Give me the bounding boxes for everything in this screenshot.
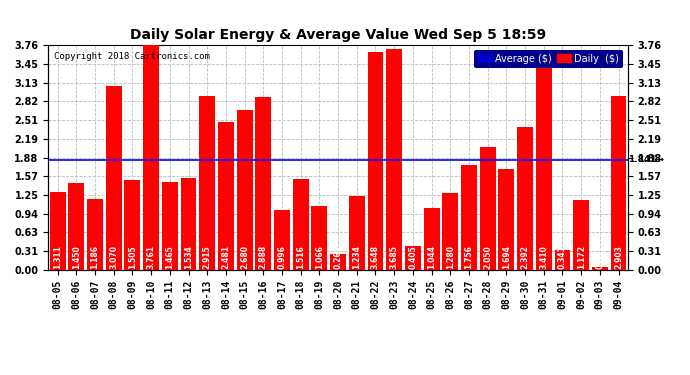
Bar (592, 267, 608, 270)
Bar (442, 194, 458, 270)
Text: 2.680: 2.680 (240, 245, 249, 269)
Text: 3.410: 3.410 (540, 245, 549, 269)
Text: 1.505: 1.505 (128, 245, 137, 269)
Bar (517, 127, 533, 270)
Text: 1.516: 1.516 (296, 245, 305, 269)
Text: 1.311: 1.311 (53, 245, 62, 269)
Bar (199, 96, 215, 270)
Legend: Average ($), Daily  ($): Average ($), Daily ($) (474, 50, 623, 68)
Text: 1.280: 1.280 (446, 245, 455, 269)
Bar (124, 180, 140, 270)
Bar (461, 165, 477, 270)
Bar (498, 169, 514, 270)
Text: 1.450: 1.450 (72, 245, 81, 269)
Text: 3.685: 3.685 (390, 245, 399, 269)
Text: 3.761: 3.761 (147, 245, 156, 269)
Bar (218, 122, 234, 270)
Bar (573, 200, 589, 270)
Text: 1.694: 1.694 (502, 245, 511, 269)
Text: 1.534: 1.534 (184, 245, 193, 269)
Text: 2.481: 2.481 (221, 245, 230, 269)
Bar (555, 250, 571, 270)
Text: 2.392: 2.392 (520, 245, 529, 269)
Bar (274, 210, 290, 270)
Text: 1.756: 1.756 (464, 245, 473, 269)
Bar (368, 52, 384, 270)
Bar (386, 50, 402, 270)
Bar (50, 192, 66, 270)
Bar (330, 254, 346, 270)
Text: 0.051: 0.051 (595, 245, 604, 269)
Text: 2.903: 2.903 (614, 245, 623, 269)
Text: 3.648: 3.648 (371, 245, 380, 269)
Text: 1.234: 1.234 (353, 245, 362, 269)
Text: 1.172: 1.172 (577, 245, 586, 269)
Text: 0.341: 0.341 (558, 245, 567, 269)
Text: 1.841→: 1.841→ (628, 155, 664, 164)
Bar (349, 196, 365, 270)
Text: 3.070: 3.070 (109, 245, 118, 269)
Bar (480, 147, 495, 270)
Bar (293, 179, 308, 270)
Text: 0.265: 0.265 (333, 245, 343, 269)
Text: 2.888: 2.888 (259, 244, 268, 269)
Text: 1.044: 1.044 (427, 245, 436, 269)
Bar (237, 110, 253, 270)
Title: Daily Solar Energy & Average Value Wed Sep 5 18:59: Daily Solar Energy & Average Value Wed S… (130, 28, 546, 42)
Bar (144, 45, 159, 270)
Bar (181, 178, 197, 270)
Text: Copyright 2018 Cartronics.com: Copyright 2018 Cartronics.com (54, 52, 210, 61)
Text: 1.066: 1.066 (315, 245, 324, 269)
Text: 1.465: 1.465 (166, 245, 175, 269)
Bar (536, 66, 552, 270)
Bar (611, 96, 627, 270)
Bar (311, 206, 327, 270)
Bar (68, 183, 84, 270)
Bar (405, 246, 421, 270)
Text: 2.915: 2.915 (203, 245, 212, 269)
Bar (87, 199, 103, 270)
Text: 2.050: 2.050 (483, 245, 492, 269)
Bar (255, 97, 271, 270)
Text: 0.405: 0.405 (408, 245, 417, 269)
Text: 1.186: 1.186 (90, 245, 99, 269)
Text: 0.996: 0.996 (277, 245, 286, 269)
Bar (106, 86, 121, 270)
Bar (162, 182, 178, 270)
Bar (424, 207, 440, 270)
